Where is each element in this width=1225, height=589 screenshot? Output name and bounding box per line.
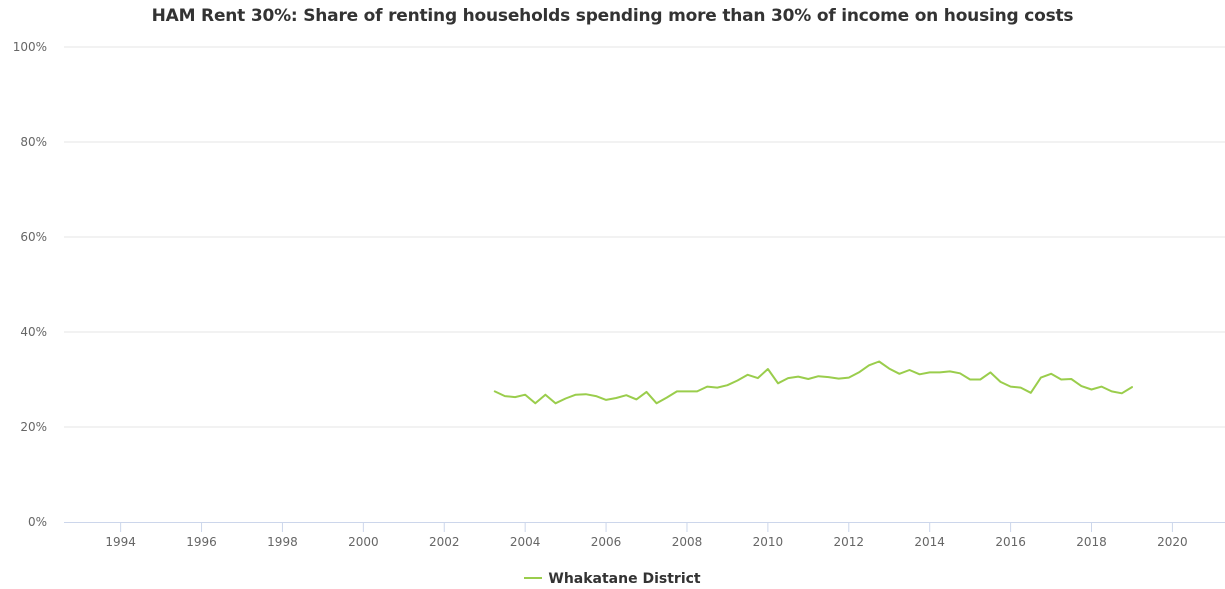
x-tick-label: 2006: [591, 535, 622, 549]
x-tick-label: 2018: [1076, 535, 1107, 549]
legend[interactable]: Whakatane District: [0, 571, 1225, 587]
y-axis-labels: 0% 20% 40% 60% 80% 100%: [13, 40, 47, 529]
x-tick-label: 2014: [914, 535, 945, 549]
x-tick-label: 1996: [186, 535, 217, 549]
series-group[interactable]: [493, 360, 1133, 405]
legend-label-whakatane-district[interactable]: Whakatane District: [548, 571, 701, 587]
legend-swatch-whakatane-district: [524, 577, 543, 579]
x-axis-labels: 1994 1996 1998 2000 2002 2004 2006 2008 2010 2012…: [105, 535, 1187, 549]
x-tick-label: 1994: [105, 535, 136, 549]
series-line-whakatane-district[interactable]: [493, 360, 1133, 405]
x-tick-label: 2020: [1157, 535, 1188, 549]
y-tick-label: 0%: [28, 515, 47, 529]
x-tick-label: 2008: [672, 535, 703, 549]
x-tick-label: 2000: [348, 535, 379, 549]
y-tick-label: 80%: [20, 135, 47, 149]
y-tick-label: 20%: [20, 420, 47, 434]
x-tick-label: 1998: [267, 535, 298, 549]
x-tick-label: 2010: [753, 535, 784, 549]
y-tick-label: 100%: [13, 40, 47, 54]
x-axis: [64, 522, 1225, 532]
x-tick-label: 2016: [995, 535, 1026, 549]
x-tick-label: 2004: [510, 535, 541, 549]
y-tick-label: 60%: [20, 230, 47, 244]
grid-lines: [64, 46, 1225, 428]
chart-title: HAM Rent 30%: Share of renting household…: [151, 6, 1074, 26]
x-tick-label: 2002: [429, 535, 460, 549]
x-tick-label: 2012: [834, 535, 865, 549]
y-tick-label: 40%: [20, 325, 47, 339]
